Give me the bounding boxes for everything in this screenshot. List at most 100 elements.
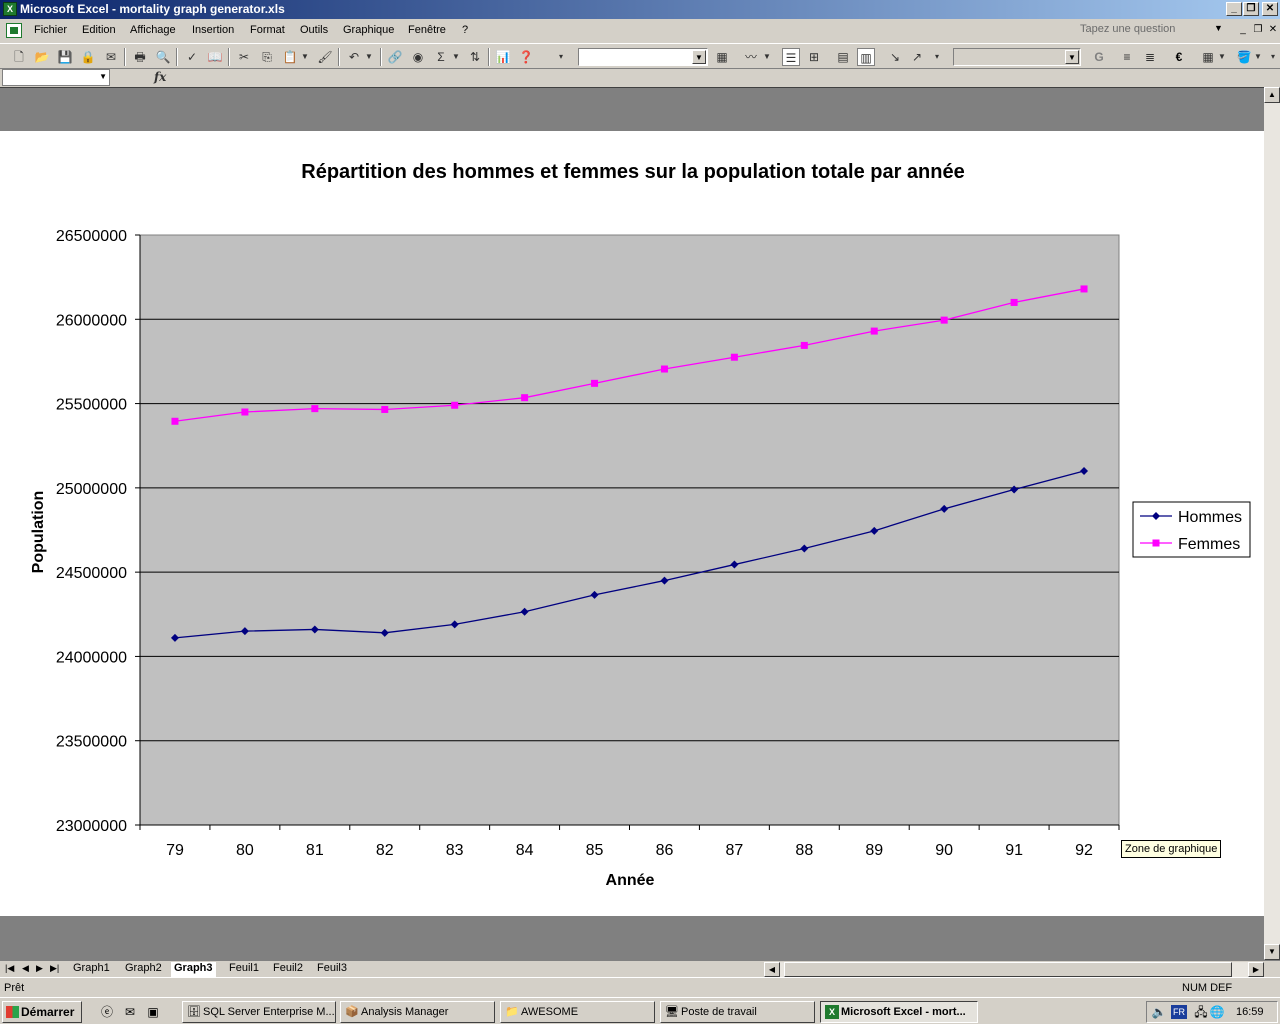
menu-help[interactable]: ?	[462, 24, 469, 36]
outlook-icon[interactable]: ✉	[124, 1005, 136, 1019]
print-preview-icon[interactable]: 🔍	[155, 50, 171, 64]
menu-insertion[interactable]: Insertion	[192, 24, 235, 36]
data-point[interactable]	[1080, 467, 1089, 475]
series-line[interactable]	[174, 288, 1085, 422]
chevron-down-icon[interactable]: ▼	[301, 52, 309, 61]
data-point[interactable]	[940, 504, 949, 513]
data-point[interactable]	[171, 417, 179, 425]
autosum-icon[interactable]: Σ	[437, 50, 445, 64]
data-point[interactable]	[450, 620, 459, 629]
plot-area[interactable]	[139, 234, 1120, 826]
undo-icon[interactable]: ↶	[348, 50, 360, 64]
align-right-icon[interactable]: ≣	[1144, 50, 1156, 64]
borders-icon[interactable]: ▦	[1202, 50, 1214, 64]
menu-outils[interactable]: Outils	[300, 24, 329, 36]
format-chart-area-icon[interactable]: ▦	[716, 50, 728, 64]
angle-text-up-icon[interactable]: ↗	[911, 50, 923, 64]
doc-close-button[interactable]: ✕	[1268, 24, 1278, 35]
autosum-icon-gray[interactable]: ◉	[412, 50, 424, 64]
next-sheet-icon[interactable]: ▶	[36, 963, 43, 973]
data-point[interactable]	[520, 607, 529, 616]
chart[interactable]: Répartition des hommes et femmes sur la …	[0, 131, 1264, 916]
volume-icon[interactable]: 🔈	[1151, 1005, 1167, 1019]
menu-edition[interactable]: Edition	[82, 24, 116, 36]
tab-feuil3[interactable]: Feuil3	[317, 962, 347, 974]
data-point[interactable]	[380, 628, 389, 637]
open-icon[interactable]: 📂	[34, 50, 50, 64]
cut-icon[interactable]: ✂	[238, 50, 250, 64]
chevron-down-icon[interactable]: ▼	[763, 52, 771, 61]
email-icon[interactable]: ✉	[105, 50, 117, 64]
series-line[interactable]	[174, 470, 1085, 639]
data-point[interactable]	[381, 405, 389, 413]
menu-fenetre[interactable]: Fenêtre	[408, 24, 446, 36]
angle-text-down-icon[interactable]: ↘	[889, 50, 901, 64]
bold-button[interactable]: G	[1094, 50, 1104, 64]
y-axis-title[interactable]: Population	[30, 491, 47, 574]
save-icon[interactable]: 💾	[57, 50, 73, 64]
internet-explorer-icon[interactable]: ⓔ	[100, 1005, 113, 1019]
series-femmes[interactable]	[171, 285, 1088, 425]
data-table-icon[interactable]: ⊞	[808, 50, 820, 64]
legend-label[interactable]: Femmes	[1178, 536, 1240, 553]
chevron-down-icon[interactable]: ▼	[1254, 52, 1262, 61]
tab-feuil2[interactable]: Feuil2	[273, 962, 303, 974]
data-point[interactable]	[311, 405, 319, 413]
formula-input[interactable]	[170, 69, 1278, 86]
data-point[interactable]	[451, 401, 459, 409]
task-awesome[interactable]: 📁 AWESOME	[500, 1001, 655, 1023]
align-center-icon[interactable]: ≡	[1123, 50, 1131, 64]
hyperlink-icon[interactable]: 🔗	[387, 50, 403, 64]
menu-graphique[interactable]: Graphique	[343, 24, 395, 36]
start-button[interactable]: Démarrer	[2, 1001, 82, 1023]
restore-button[interactable]: ❐	[1243, 2, 1259, 16]
spelling-icon[interactable]: ✓	[186, 50, 198, 64]
by-column-icon[interactable]: ▥	[857, 48, 875, 66]
chart-title[interactable]: Répartition des hommes et femmes sur la …	[301, 161, 964, 183]
vertical-scrollbar[interactable]: ▲ ▼	[1264, 87, 1280, 960]
task-sql-server[interactable]: 🗄 SQL Server Enterprise M...	[182, 1001, 336, 1023]
print-icon[interactable]: 🖶	[134, 50, 146, 64]
chart-objects-combo[interactable]: ▼	[578, 48, 708, 66]
euro-button[interactable]: €	[1175, 50, 1183, 64]
menu-format[interactable]: Format	[250, 24, 285, 36]
show-desktop-icon[interactable]: ▣	[147, 1005, 159, 1019]
y-axis[interactable]: 23000000 23500000 24000000 24500000 25000000…	[56, 228, 141, 835]
document-icon[interactable]	[6, 23, 22, 38]
data-point[interactable]	[870, 327, 878, 335]
chevron-down-icon[interactable]: ▼	[452, 52, 460, 61]
tab-feuil1[interactable]: Feuil1	[229, 962, 259, 974]
tab-graph3[interactable]: Graph3	[171, 962, 216, 977]
data-point[interactable]	[730, 353, 738, 361]
toolbar-options-icon[interactable]: ▾	[1270, 52, 1275, 61]
data-point[interactable]	[660, 365, 668, 373]
legend-marker[interactable]	[1152, 512, 1160, 520]
name-box[interactable]: ▼	[2, 69, 110, 86]
chevron-down-icon[interactable]: ▼	[1218, 52, 1226, 61]
format-painter-icon[interactable]: 🖌	[317, 50, 333, 64]
x-axis-title[interactable]: Année	[606, 872, 655, 889]
menu-fichier[interactable]: Fichier	[34, 24, 68, 36]
data-point[interactable]	[1080, 285, 1088, 293]
paste-icon[interactable]: 📋	[282, 50, 298, 64]
scroll-thumb[interactable]	[784, 962, 1232, 977]
tab-graph2[interactable]: Graph2	[125, 962, 162, 974]
data-point[interactable]	[170, 633, 179, 642]
data-point[interactable]	[870, 526, 879, 535]
data-point[interactable]	[521, 394, 529, 402]
legend-marker[interactable]	[1152, 539, 1160, 547]
last-sheet-icon[interactable]: ▶|	[50, 963, 60, 973]
by-row-icon[interactable]: ▤	[837, 50, 849, 64]
task-poste-de-travail[interactable]: 🖥 Poste de travail	[660, 1001, 815, 1023]
new-icon[interactable]: 🗋	[14, 50, 24, 64]
prev-sheet-icon[interactable]: ◀	[22, 963, 29, 973]
horizontal-scrollbar[interactable]: ◀ ▶	[764, 962, 1264, 977]
scroll-up-icon[interactable]: ▲	[1264, 87, 1280, 103]
data-point[interactable]	[660, 576, 669, 585]
tab-graph1[interactable]: Graph1	[73, 962, 110, 974]
data-point[interactable]	[590, 590, 599, 599]
toolbar-options-icon[interactable]: ▾	[934, 52, 939, 61]
ask-question-input[interactable]: Tapez une question	[1080, 23, 1176, 35]
network-icon[interactable]: 🖧	[1194, 1005, 1208, 1019]
chart-type-icon[interactable]: 〰	[744, 50, 757, 64]
